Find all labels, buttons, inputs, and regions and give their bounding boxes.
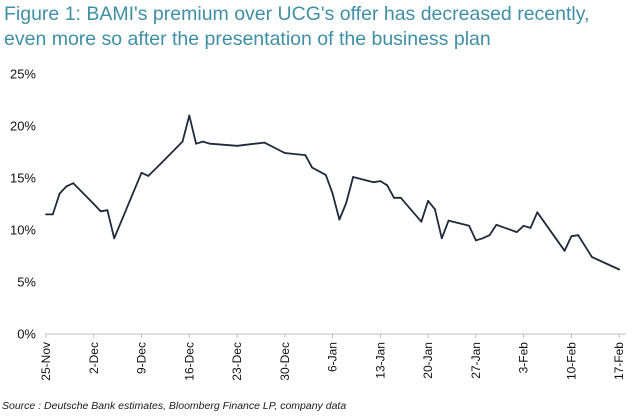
data-point [440, 237, 443, 240]
data-point [379, 180, 382, 183]
x-tick-label: 20-Jan [421, 342, 435, 379]
data-point [161, 161, 163, 164]
y-tick-label: 5% [17, 275, 36, 290]
x-tick-label: 13-Jan [373, 342, 387, 379]
data-point [618, 268, 621, 271]
y-axis-ticks: 0% 5% 10% 15% 20% 25% [10, 67, 36, 342]
y-tick-label: 0% [17, 327, 36, 342]
x-tick-label: 23-Dec [230, 342, 244, 381]
y-tick-label: 15% [10, 171, 36, 186]
data-point [488, 234, 491, 237]
x-tick-label: 17-Feb [612, 342, 626, 380]
x-tick-label: 30-Dec [278, 342, 292, 381]
data-point [515, 231, 518, 234]
data-point [427, 200, 429, 202]
data-point [99, 210, 102, 213]
data-point [434, 208, 436, 211]
data-point [65, 185, 68, 188]
x-tick-label: 16-Dec [182, 342, 196, 381]
data-point [51, 213, 54, 216]
data-point [447, 219, 450, 222]
data-point [311, 166, 313, 169]
data-point [208, 142, 211, 145]
data-point [72, 182, 75, 185]
x-tick-label: 10-Feb [564, 342, 578, 380]
data-point [236, 144, 239, 147]
data-point [352, 176, 354, 178]
series-line [46, 114, 620, 271]
data-point [113, 237, 116, 240]
data-point [147, 175, 150, 177]
data-point [386, 184, 389, 187]
data-point [324, 174, 327, 176]
y-tick-label: 10% [10, 223, 36, 238]
data-point [140, 171, 143, 174]
x-tick-label: 27-Jan [469, 342, 483, 379]
data-point [92, 203, 95, 205]
data-point [481, 237, 484, 240]
source-note: Source : Deutsche Bank estimates, Bloomb… [2, 400, 347, 412]
data-point [577, 234, 580, 237]
x-tick-label: 3-Feb [517, 342, 531, 374]
series-group [45, 114, 621, 271]
data-point [58, 192, 61, 195]
y-tick-label: 20% [10, 119, 36, 134]
data-point [345, 202, 348, 204]
data-point [570, 235, 573, 238]
data-point [188, 114, 191, 117]
x-tick-label: 25-Nov [39, 342, 53, 381]
data-point [393, 196, 395, 199]
data-point [283, 152, 286, 154]
data-point [195, 142, 198, 145]
data-point [495, 223, 498, 226]
data-point [563, 249, 566, 252]
data-point [181, 140, 184, 143]
data-point [475, 239, 477, 242]
data-point [331, 192, 334, 195]
data-point [529, 227, 532, 229]
data-point [420, 220, 423, 223]
data-point [45, 213, 47, 216]
data-point [106, 209, 109, 212]
x-tick-label: 6-Jan [326, 342, 340, 372]
chart-title: Figure 1: BAMI's premium over UCG's offe… [4, 3, 590, 50]
y-tick-label: 25% [10, 67, 36, 82]
data-point [263, 141, 266, 144]
data-point [304, 154, 307, 157]
x-tick-label: 9-Dec [135, 342, 149, 374]
data-point [522, 224, 525, 227]
data-point [591, 256, 593, 258]
data-point [399, 196, 402, 199]
data-point [338, 218, 341, 221]
data-point [372, 181, 375, 184]
x-tick-label: 2-Dec [87, 342, 101, 374]
x-axis-ticks: 25-Nov 2-Dec 9-Dec 16-Dec 23-Dec 30-Dec 6-Jan 1… [39, 334, 626, 381]
data-point [202, 140, 204, 143]
data-point [536, 211, 539, 214]
data-point [468, 224, 470, 227]
